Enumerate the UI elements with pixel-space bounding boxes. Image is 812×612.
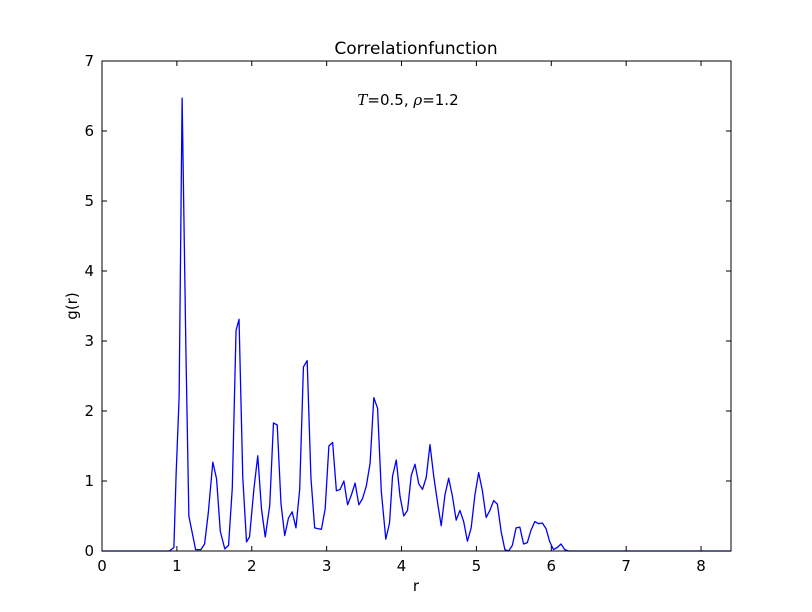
x-tick-label: 5: [472, 557, 482, 575]
x-tick-label: 4: [397, 557, 407, 575]
y-tick-label: 2: [84, 402, 94, 420]
density-value: =1.2: [422, 91, 458, 109]
y-tick-label: 4: [84, 262, 94, 280]
y-tick-label: 3: [84, 332, 94, 350]
x-tick-label: 3: [322, 557, 332, 575]
y-tick-label: 7: [84, 52, 94, 70]
x-tick-label: 7: [621, 557, 631, 575]
density-symbol: ρ: [412, 91, 422, 109]
x-tick-label: 1: [172, 557, 182, 575]
x-tick-label: 8: [696, 557, 706, 575]
y-tick-label: 0: [84, 542, 94, 560]
x-tick-label: 6: [547, 557, 557, 575]
x-tick-label: 2: [247, 557, 257, 575]
parameter-annotation: T=0.5, ρ=1.2: [357, 91, 458, 109]
series-layer: [102, 97, 731, 552]
y-tick-label: 1: [84, 472, 94, 490]
tick-layer: 0 1 2 3 4 5 6 7 8 0 1 2 3 4 5 6 7: [84, 52, 731, 575]
plot-frame: [101, 60, 732, 552]
chart-title: Correlationfunction: [334, 39, 497, 59]
x-axis-label: r: [413, 577, 420, 595]
series-line-g-r: [102, 97, 731, 552]
y-axis-label: g(r): [63, 292, 81, 319]
temperature-value: =0.5,: [367, 91, 413, 109]
temperature-symbol: T: [357, 91, 368, 109]
y-tick-label: 5: [84, 192, 94, 210]
y-tick-label: 6: [84, 122, 94, 140]
x-tick-label: 0: [97, 557, 107, 575]
